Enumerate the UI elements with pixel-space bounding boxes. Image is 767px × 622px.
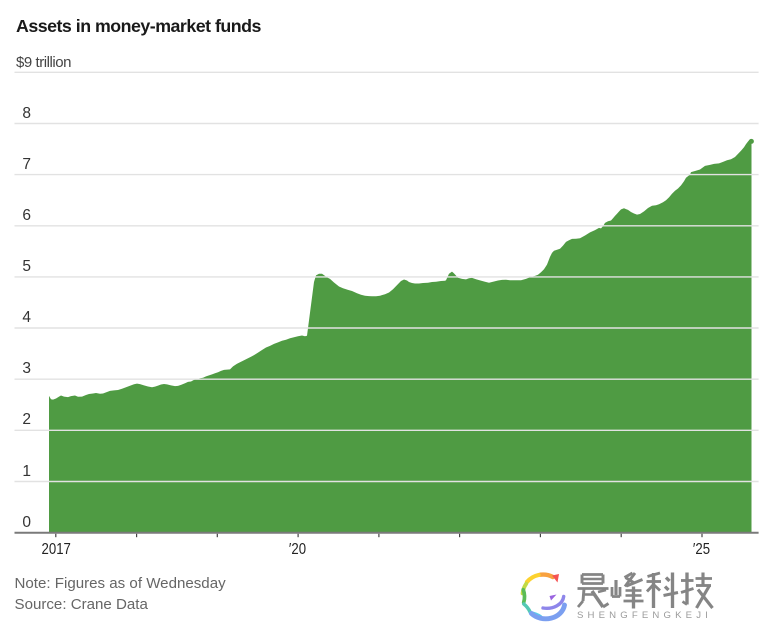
svg-text:SHENGFENGKEJI: SHENGFENGKEJI [577,610,712,621]
